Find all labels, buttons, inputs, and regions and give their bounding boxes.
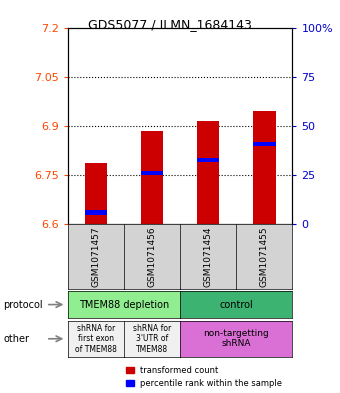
Bar — [253, 141, 276, 146]
Text: GDS5077 / ILMN_1684143: GDS5077 / ILMN_1684143 — [88, 18, 252, 31]
Legend: transformed count, percentile rank within the sample: transformed count, percentile rank withi… — [125, 366, 283, 388]
Text: control: control — [219, 299, 253, 310]
Text: non-targetting
shRNA: non-targetting shRNA — [203, 329, 269, 349]
Bar — [141, 131, 163, 224]
Text: shRNA for
first exon
of TMEM88: shRNA for first exon of TMEM88 — [75, 324, 117, 354]
Text: other: other — [3, 334, 29, 344]
Bar — [141, 171, 163, 175]
Bar — [85, 210, 107, 215]
Bar — [85, 163, 107, 224]
Text: GSM1071454: GSM1071454 — [204, 226, 213, 286]
Text: GSM1071455: GSM1071455 — [260, 226, 269, 287]
Bar — [253, 111, 276, 224]
Bar — [197, 121, 220, 224]
Text: GSM1071456: GSM1071456 — [148, 226, 157, 287]
Bar — [197, 158, 220, 162]
Text: protocol: protocol — [3, 299, 43, 310]
Text: GSM1071457: GSM1071457 — [91, 226, 101, 287]
Text: TMEM88 depletion: TMEM88 depletion — [79, 299, 169, 310]
Text: shRNA for
3'UTR of
TMEM88: shRNA for 3'UTR of TMEM88 — [133, 324, 171, 354]
